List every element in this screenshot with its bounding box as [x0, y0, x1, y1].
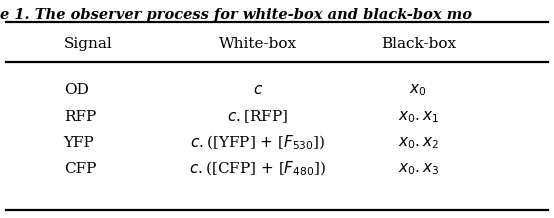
Text: YFP: YFP — [64, 136, 95, 150]
Text: CFP: CFP — [64, 162, 96, 176]
Text: OD: OD — [64, 83, 89, 97]
Text: $c.$([YFP] $+$ [$F_{530}$]): $c.$([YFP] $+$ [$F_{530}$]) — [190, 134, 325, 152]
Text: RFP: RFP — [64, 110, 96, 124]
Text: $x_0$: $x_0$ — [409, 82, 427, 98]
Text: $c.$[RFP]: $c.$[RFP] — [227, 109, 288, 125]
Text: $x_0.x_3$: $x_0.x_3$ — [398, 161, 439, 177]
Text: Signal: Signal — [64, 37, 112, 51]
Text: e 1. The observer process for white-box and black-box mo: e 1. The observer process for white-box … — [0, 8, 472, 22]
Text: Black-box: Black-box — [381, 37, 456, 51]
Text: White-box: White-box — [218, 37, 297, 51]
Text: $x_0.x_1$: $x_0.x_1$ — [398, 109, 439, 125]
Text: $c$: $c$ — [253, 83, 263, 97]
Text: $c.$([CFP] $+$ [$F_{480}$]): $c.$([CFP] $+$ [$F_{480}$]) — [189, 160, 326, 178]
Text: $x_0.x_2$: $x_0.x_2$ — [398, 135, 439, 151]
